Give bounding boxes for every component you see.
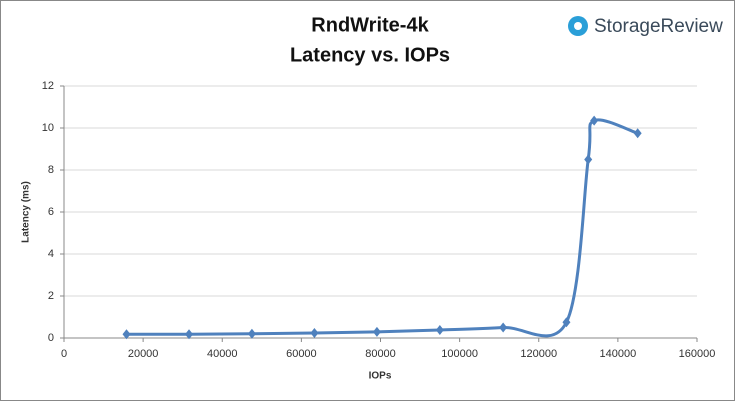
point <box>310 327 319 338</box>
point <box>185 329 194 340</box>
point <box>247 328 256 339</box>
x-tick-label: 100000 <box>441 348 478 360</box>
point <box>499 322 508 333</box>
y-tick-label: 12 <box>42 80 54 92</box>
point <box>633 128 642 139</box>
chart-subtitle: Latency vs. IOPs <box>290 44 450 66</box>
x-tick-label: 160000 <box>679 348 716 360</box>
x-axis-title: IOPs <box>369 371 392 382</box>
chart-title: RndWrite-4k <box>311 14 429 36</box>
x-tick-label: 120000 <box>520 348 557 360</box>
logo: StorageReview <box>594 16 723 37</box>
y-tick-label: 8 <box>48 164 54 176</box>
point <box>584 154 593 165</box>
x-tick-label: 140000 <box>600 348 637 360</box>
point <box>435 325 444 336</box>
y-tick-label: 0 <box>48 332 54 344</box>
x-tick-label: 40000 <box>207 348 238 360</box>
point <box>562 317 571 328</box>
x-tick-label: 60000 <box>286 348 317 360</box>
y-axis-title: Latency (ms) <box>21 181 32 243</box>
logo-icon-hole <box>574 22 582 30</box>
point <box>122 329 131 340</box>
series-line <box>126 118 639 338</box>
point <box>590 115 599 126</box>
y-tick-label: 2 <box>48 290 54 302</box>
point <box>372 326 381 337</box>
x-tick-label: 80000 <box>365 348 396 360</box>
y-tick-label: 6 <box>48 206 54 218</box>
x-tick-label: 0 <box>61 348 67 360</box>
x-tick-label: 20000 <box>128 348 159 360</box>
y-tick-label: 10 <box>42 122 54 134</box>
y-tick-label: 4 <box>48 248 54 260</box>
